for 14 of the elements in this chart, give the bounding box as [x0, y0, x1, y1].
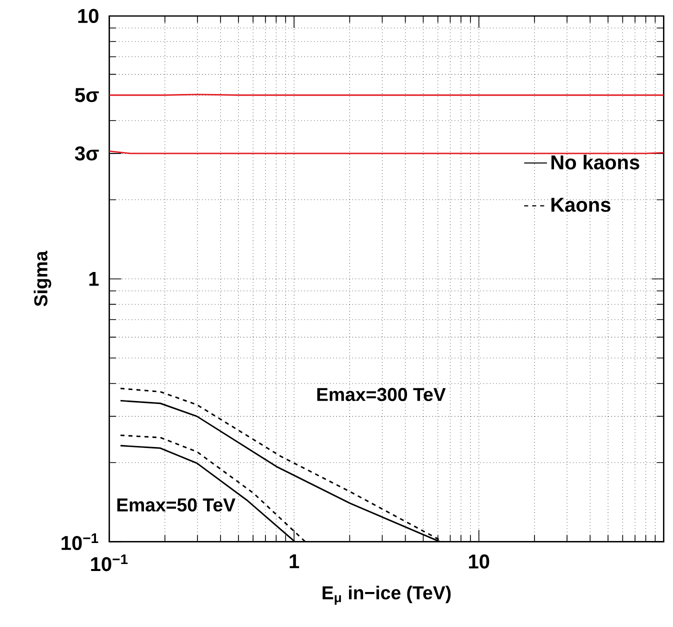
x-tick-label: 1 [290, 554, 300, 568]
x-tick-label: 10$^{−1}$ [91, 554, 128, 572]
x-tick-label: 10 [469, 554, 490, 569]
y-tick-label: 5σ [75, 88, 99, 102]
y-tick-label: 10 [78, 8, 98, 24]
legend-label: Kaons [551, 198, 610, 212]
y-tick-label: 1 [89, 272, 99, 286]
y-axis-title: Sigma [34, 250, 52, 306]
y-tick-label: 10$^{−1}$ [62, 533, 98, 550]
annotation: Emax=50 TeV [117, 498, 236, 512]
y-tick-label: 3σ [74, 146, 99, 161]
legend-label: No kaons [551, 154, 640, 170]
x-axis-title: E$_{μ}$ in−ice (TeV) [322, 586, 451, 605]
annotation: Emax=300 TeV [317, 388, 446, 402]
